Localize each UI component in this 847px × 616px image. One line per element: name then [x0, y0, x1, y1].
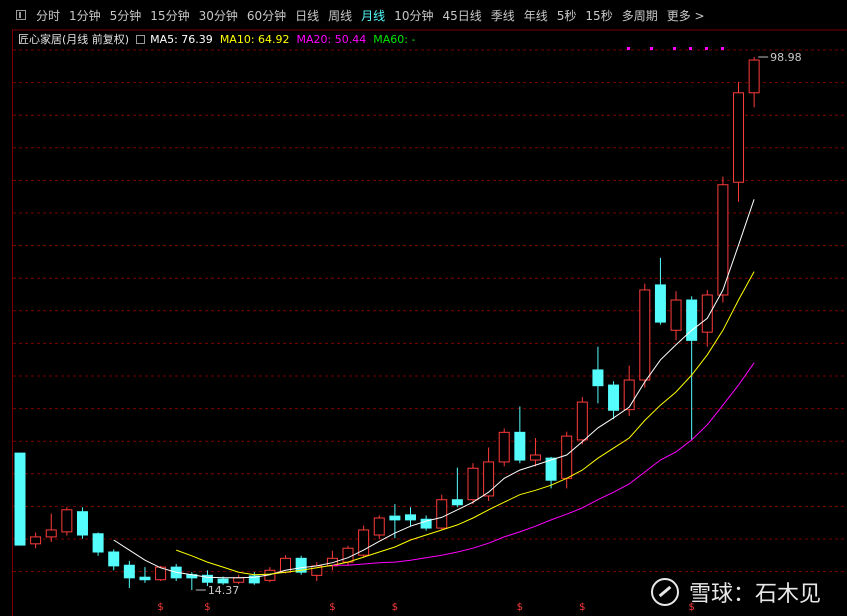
watermark-logo	[650, 578, 679, 606]
period-tab[interactable]: 年线	[523, 8, 548, 23]
candle-body	[686, 299, 698, 341]
candle-body	[639, 289, 651, 381]
period-tab[interactable]: 分时	[36, 8, 61, 23]
dividend-mark: $	[517, 602, 523, 613]
candle-body	[201, 574, 213, 583]
candle-body	[123, 564, 135, 579]
legend-item: MA5: 76.39	[150, 32, 213, 46]
candle-body	[623, 379, 635, 411]
dividend-mark: $	[157, 602, 163, 613]
candle-body	[92, 533, 104, 553]
candle-body	[748, 59, 760, 94]
candle-body	[654, 284, 666, 323]
legend-item: MA10: 64.92	[219, 32, 290, 46]
period-tab[interactable]: 多周期	[621, 8, 658, 23]
annotation-label: 14.37	[208, 584, 240, 597]
candle-body	[108, 551, 120, 567]
legend-toggle[interactable]	[136, 34, 146, 44]
ma-line	[332, 362, 755, 566]
candle-body	[30, 536, 42, 545]
candle-body	[326, 557, 338, 567]
indicator-dots	[627, 47, 724, 50]
period-tab[interactable]: 更多 >	[666, 8, 705, 23]
candle-body	[576, 401, 588, 441]
candle-body	[529, 454, 541, 461]
candle-body	[514, 431, 526, 461]
candle-body	[467, 467, 479, 501]
candle-body	[76, 511, 88, 536]
period-tab[interactable]: 1分钟	[69, 8, 101, 23]
candle-body	[608, 384, 620, 411]
watermark: 雪球：石木见	[650, 576, 821, 608]
candle-body	[217, 578, 229, 584]
period-tab[interactable]: 季线	[490, 8, 515, 23]
candle-body	[358, 529, 370, 556]
candle-body	[436, 499, 448, 529]
dividend-mark: $	[579, 602, 585, 613]
period-tab[interactable]: 45日线	[442, 8, 482, 23]
period-tab[interactable]: 5秒	[556, 8, 577, 23]
period-tab[interactable]: 5分钟	[109, 8, 142, 23]
candle-body	[233, 577, 245, 583]
dividend-mark: $	[204, 602, 210, 613]
watermark-text: 雪球：石木见	[688, 582, 821, 607]
ma-line	[176, 271, 755, 576]
annotation-label: 98.98	[770, 51, 802, 64]
candle-body	[498, 431, 510, 463]
candle-body	[451, 499, 463, 506]
dividend-mark: $	[688, 602, 694, 613]
candle-body	[420, 518, 432, 529]
candle-body	[561, 435, 573, 479]
legend-item: MA20: 50.44	[296, 32, 367, 46]
candle-body	[61, 509, 73, 533]
period-tab[interactable]: 60分钟	[246, 8, 287, 23]
candle-body	[14, 452, 26, 546]
candle-body	[483, 461, 495, 497]
candle-body	[389, 515, 401, 521]
candle-body	[733, 92, 745, 183]
candle-body	[248, 575, 260, 584]
chart-title: 匠心家居(月线 前复权)	[18, 33, 130, 46]
candle-body	[405, 514, 416, 521]
period-tab[interactable]: 15分钟	[150, 8, 190, 23]
candle-body	[670, 299, 682, 331]
period-tab[interactable]: 30分钟	[198, 8, 238, 23]
candle-body	[545, 457, 557, 481]
period-tab[interactable]: 月线	[361, 8, 386, 23]
plot: 98.98 14.37 $ $ $ $ $ $ $	[14, 47, 802, 613]
period-tab[interactable]: 周线	[328, 8, 353, 23]
candle-body	[717, 184, 729, 296]
period-tab[interactable]: 10分钟	[394, 8, 434, 23]
candle-body	[701, 294, 713, 333]
legend: 匠心家居(月线 前复权) MA5: 76.39 MA10: 64.92 MA20: …	[18, 31, 422, 47]
candle-body	[295, 557, 307, 573]
candle-body	[45, 529, 57, 538]
legend-item: MA60: -	[373, 32, 416, 46]
period-tab[interactable]: 15秒	[585, 8, 613, 23]
grid	[13, 49, 847, 573]
dividend-mark: $	[329, 602, 335, 613]
candle-body	[155, 566, 167, 581]
period-tab[interactable]: 日线	[295, 8, 320, 23]
ma-line	[113, 199, 755, 579]
candle-body	[592, 369, 604, 387]
candle-body	[342, 547, 354, 563]
toolbar: 分时 1分钟 5分钟 15分钟 30分钟 60分钟 日线 周线 月线 10分钟 45日线 季线 年线 5秒…	[0, 0, 847, 30]
dividend-mark: $	[392, 602, 398, 613]
candle-body	[139, 576, 151, 581]
panel-toggle[interactable]	[16, 10, 26, 20]
candle-body	[373, 517, 385, 536]
